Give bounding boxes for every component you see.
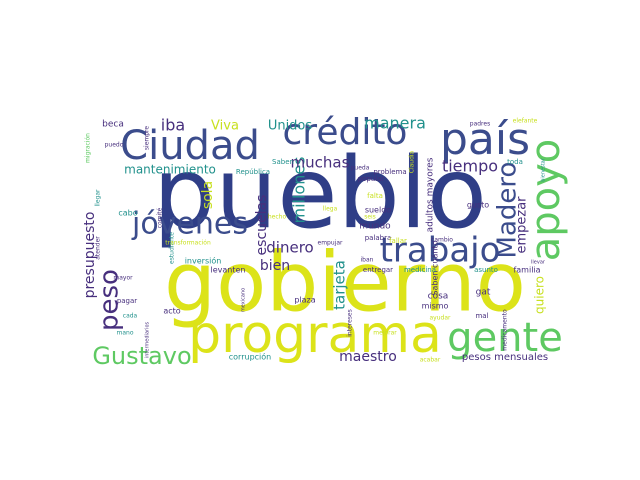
word-mismo: mismo bbox=[422, 302, 449, 311]
word-millones: millones bbox=[290, 156, 309, 223]
word-pueblo: pueblo bbox=[153, 137, 487, 251]
word-pesos-mensuales: pesos mensuales bbox=[462, 352, 548, 363]
word-corrupcion: corrupción bbox=[229, 352, 271, 362]
word-tarjeta: tarjeta bbox=[331, 260, 349, 310]
word-pagar: pagar bbox=[117, 297, 137, 305]
word-medicamento: medicamento bbox=[502, 309, 509, 351]
word-pais: país bbox=[440, 114, 530, 165]
word-llevar: llevar bbox=[531, 260, 546, 266]
word-asunto: asunto bbox=[474, 266, 498, 274]
word-ayudar: ayudar bbox=[430, 315, 452, 322]
word-iba: iba bbox=[161, 116, 185, 135]
word-comite: comité bbox=[157, 207, 164, 228]
word-cambio: cambio bbox=[431, 237, 453, 244]
word-cosa: cosa bbox=[428, 292, 449, 302]
word-madero: Madero bbox=[493, 162, 523, 259]
word-levanten: levanten bbox=[211, 266, 246, 275]
word-acabar: acabar bbox=[420, 357, 441, 364]
word-elefante: elefante bbox=[513, 118, 538, 125]
word-tiempo: tiempo bbox=[442, 157, 498, 176]
word-acto: acto bbox=[163, 307, 180, 316]
word-empezar: empezar bbox=[515, 196, 530, 254]
word-atender: atender bbox=[95, 236, 102, 260]
word-llega: llega bbox=[323, 206, 338, 213]
word-mantenimiento: mantenimiento bbox=[124, 163, 216, 177]
word-padres: padres bbox=[470, 121, 490, 128]
word-familia: familia bbox=[513, 266, 540, 275]
word-gobierno: gobierno bbox=[164, 235, 526, 330]
word-pueda: pueda bbox=[351, 165, 370, 172]
word-mundo: mundo bbox=[359, 222, 391, 232]
word-palabra: palabra bbox=[365, 234, 392, 242]
word-medicina: medicina bbox=[404, 266, 436, 274]
word-escuelas: escuelas bbox=[254, 195, 270, 256]
word-bienestar: bienestar bbox=[541, 157, 547, 182]
word-intermediarios: intermediarios bbox=[145, 321, 151, 358]
word-fallar: fallar bbox=[389, 237, 407, 245]
word-bien: bien bbox=[260, 258, 290, 274]
word-llegar: llegar bbox=[95, 189, 102, 207]
word-saben: Saben bbox=[272, 158, 294, 166]
word-gente: gente bbox=[447, 315, 563, 361]
word-siempre: siempre bbox=[144, 126, 151, 150]
word-viva: Viva bbox=[211, 119, 239, 134]
word-transformacion: transformación bbox=[165, 240, 211, 247]
word-quiero: quiero bbox=[533, 276, 547, 314]
word-muchas: muchas bbox=[291, 154, 350, 172]
word-sola: sola bbox=[200, 181, 216, 209]
word-cada: cada bbox=[123, 313, 138, 320]
word-adultos-mayores: adultos mayores bbox=[426, 157, 436, 232]
word-plaza: plaza bbox=[294, 296, 315, 305]
word-apoyo: apoyo bbox=[523, 139, 569, 262]
word-migracion: migración bbox=[85, 133, 92, 163]
word-falta: falta bbox=[367, 192, 383, 200]
word-presupuesto: presupuesto bbox=[82, 212, 98, 299]
word-peso: peso bbox=[95, 269, 125, 331]
word-intereses: intereses bbox=[347, 309, 354, 336]
word-iban: iban bbox=[361, 257, 374, 264]
word-puedo: puedo bbox=[105, 142, 124, 149]
word-republica: República bbox=[236, 168, 270, 176]
word-entregar: entregar bbox=[363, 266, 393, 274]
word-problema: problema bbox=[373, 168, 406, 176]
word-manera: manera bbox=[364, 114, 426, 133]
word-saben-cuanto: Saben cuánto bbox=[431, 240, 440, 295]
word-empujar: empujar bbox=[318, 240, 343, 247]
word-beca: beca bbox=[102, 120, 124, 130]
word-gat: gat bbox=[476, 288, 491, 298]
word-jovenes: jóvenes bbox=[131, 207, 248, 242]
word-mejorar: mejorar bbox=[373, 330, 397, 337]
word-mal: mal bbox=[475, 312, 488, 320]
word-mexicano: mexicano bbox=[241, 288, 247, 312]
word-unidos: Unidos bbox=[268, 119, 313, 134]
word-gusto: gusto bbox=[467, 201, 489, 210]
word-estudiante: estudiante bbox=[169, 232, 176, 264]
word-credito: crédito bbox=[283, 112, 408, 153]
word-ciudad: Ciudad bbox=[120, 123, 260, 169]
word-dinero: dinero bbox=[266, 239, 313, 257]
word-seis: seis bbox=[364, 214, 376, 221]
word-toda: toda bbox=[507, 158, 523, 166]
word-trabajo: trabajo bbox=[380, 231, 501, 271]
word-inversion: inversión bbox=[185, 256, 222, 266]
word-mano: mano bbox=[117, 330, 134, 337]
word-claudia: Claudia bbox=[409, 150, 416, 173]
word-gustavo: Gustavo bbox=[92, 342, 191, 370]
word-cabo: cabo bbox=[118, 209, 137, 218]
word-popular: popular bbox=[358, 175, 385, 183]
word-programa: programa bbox=[188, 305, 442, 365]
word-hecho: hecho bbox=[268, 214, 287, 221]
word-maestro: maestro bbox=[339, 349, 397, 365]
word-mayor: mayor bbox=[113, 275, 133, 282]
word-sueldo: sueldo bbox=[365, 206, 391, 215]
